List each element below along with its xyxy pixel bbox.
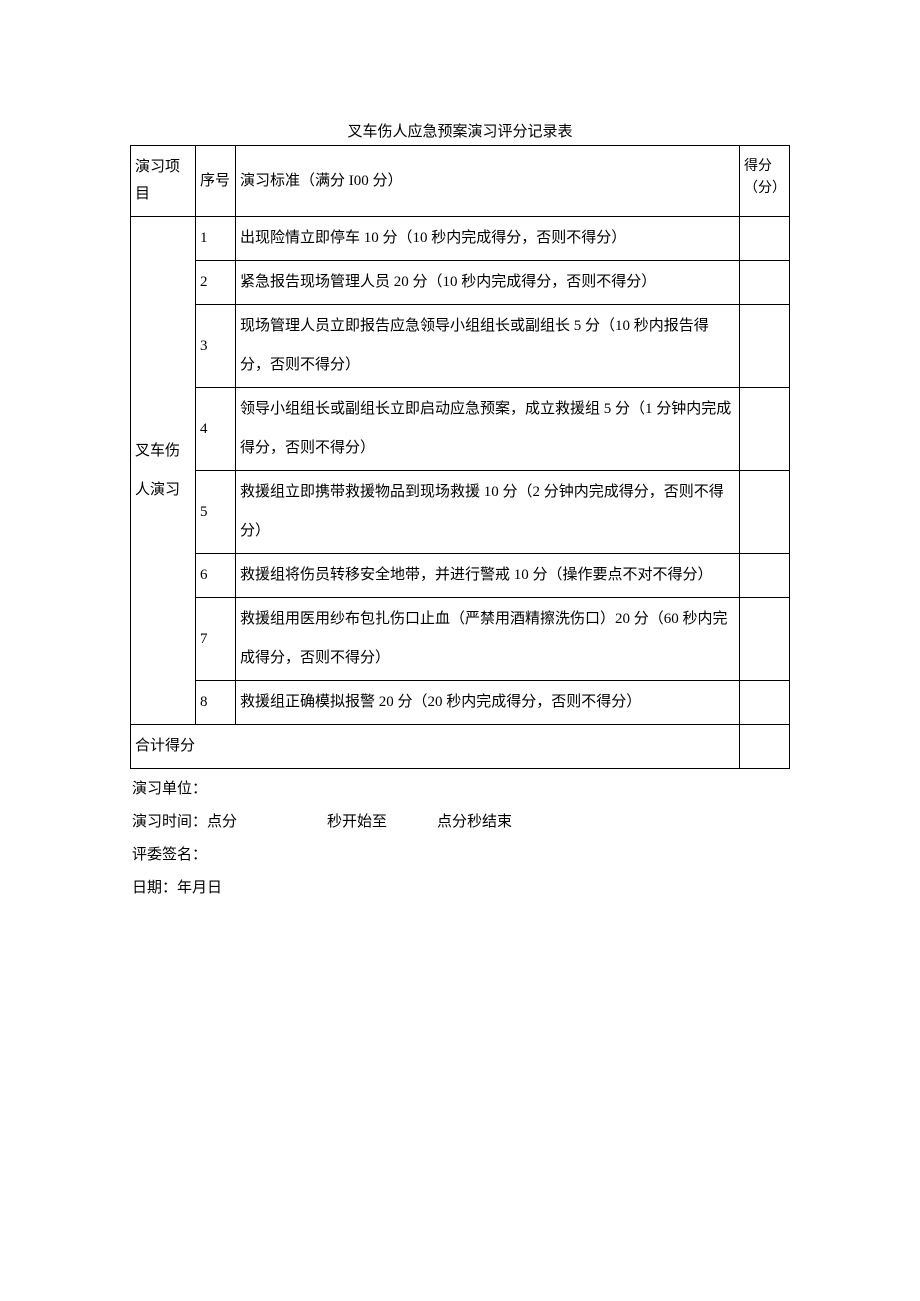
seq-cell: 5 [196, 471, 236, 554]
score-table: 演习项目 序号 演习标准（满分 I00 分） 得分（分） 叉车伤人演习 1 出现… [130, 145, 790, 769]
table-row: 3 现场管理人员立即报告应急领导小组组长或副组长 5 分（10 秒内报告得分，否… [131, 305, 790, 388]
footer-time-end: 点分秒结束 [437, 814, 512, 830]
total-label: 合计得分 [131, 725, 740, 769]
seq-cell: 8 [196, 681, 236, 725]
total-row: 合计得分 [131, 725, 790, 769]
score-cell[interactable] [740, 261, 790, 305]
table-row: 2 紧急报告现场管理人员 20 分（10 秒内完成得分，否则不得分） [131, 261, 790, 305]
header-score: 得分（分） [740, 146, 790, 217]
criteria-cell: 出现险情立即停车 10 分（10 秒内完成得分，否则不得分） [236, 217, 740, 261]
table-row: 叉车伤人演习 1 出现险情立即停车 10 分（10 秒内完成得分，否则不得分） [131, 217, 790, 261]
criteria-cell: 救援组将伤员转移安全地带，并进行警戒 10 分（操作要点不对不得分） [236, 554, 740, 598]
table-header-row: 演习项目 序号 演习标准（满分 I00 分） 得分（分） [131, 146, 790, 217]
score-cell[interactable] [740, 388, 790, 471]
score-cell[interactable] [740, 554, 790, 598]
table-row: 8 救援组正确模拟报警 20 分（20 秒内完成得分，否则不得分） [131, 681, 790, 725]
score-cell[interactable] [740, 305, 790, 388]
score-cell[interactable] [740, 471, 790, 554]
seq-cell: 1 [196, 217, 236, 261]
score-cell[interactable] [740, 681, 790, 725]
project-cell: 叉车伤人演习 [131, 217, 196, 725]
footer-time-mid: 秒开始至 [327, 814, 387, 830]
footer-date: 日期：年月日 [130, 872, 790, 905]
criteria-cell: 领导小组组长或副组长立即启动应急预案，成立救援组 5 分（1 分钟内完成得分，否… [236, 388, 740, 471]
criteria-cell: 救援组用医用纱布包扎伤口止血（严禁用酒精擦洗伤口）20 分（60 秒内完成得分，… [236, 598, 740, 681]
table-row: 5 救援组立即携带救援物品到现场救援 10 分（2 分钟内完成得分，否则不得分） [131, 471, 790, 554]
seq-cell: 4 [196, 388, 236, 471]
table-row: 4 领导小组组长或副组长立即启动应急预案，成立救援组 5 分（1 分钟内完成得分… [131, 388, 790, 471]
seq-cell: 6 [196, 554, 236, 598]
score-cell[interactable] [740, 598, 790, 681]
table-row: 6 救援组将伤员转移安全地带，并进行警戒 10 分（操作要点不对不得分） [131, 554, 790, 598]
criteria-cell: 救援组正确模拟报警 20 分（20 秒内完成得分，否则不得分） [236, 681, 740, 725]
footer-judge: 评委签名： [130, 839, 790, 872]
footer-unit: 演习单位： [130, 773, 790, 806]
seq-cell: 3 [196, 305, 236, 388]
footer-time: 演习时间：点分 秒开始至 点分秒结束 [130, 806, 790, 839]
header-project: 演习项目 [131, 146, 196, 217]
header-criteria: 演习标准（满分 I00 分） [236, 146, 740, 217]
footer-time-prefix: 演习时间：点分 [132, 814, 237, 830]
criteria-cell: 救援组立即携带救援物品到现场救援 10 分（2 分钟内完成得分，否则不得分） [236, 471, 740, 554]
criteria-cell: 紧急报告现场管理人员 20 分（10 秒内完成得分，否则不得分） [236, 261, 740, 305]
header-seq: 序号 [196, 146, 236, 217]
seq-cell: 2 [196, 261, 236, 305]
table-row: 7 救援组用医用纱布包扎伤口止血（严禁用酒精擦洗伤口）20 分（60 秒内完成得… [131, 598, 790, 681]
document-title: 叉车伤人应急预案演习评分记录表 [130, 120, 790, 141]
total-value[interactable] [740, 725, 790, 769]
seq-cell: 7 [196, 598, 236, 681]
score-cell[interactable] [740, 217, 790, 261]
criteria-cell: 现场管理人员立即报告应急领导小组组长或副组长 5 分（10 秒内报告得分，否则不… [236, 305, 740, 388]
footer-block: 演习单位： 演习时间：点分 秒开始至 点分秒结束 评委签名： 日期：年月日 [130, 773, 790, 905]
